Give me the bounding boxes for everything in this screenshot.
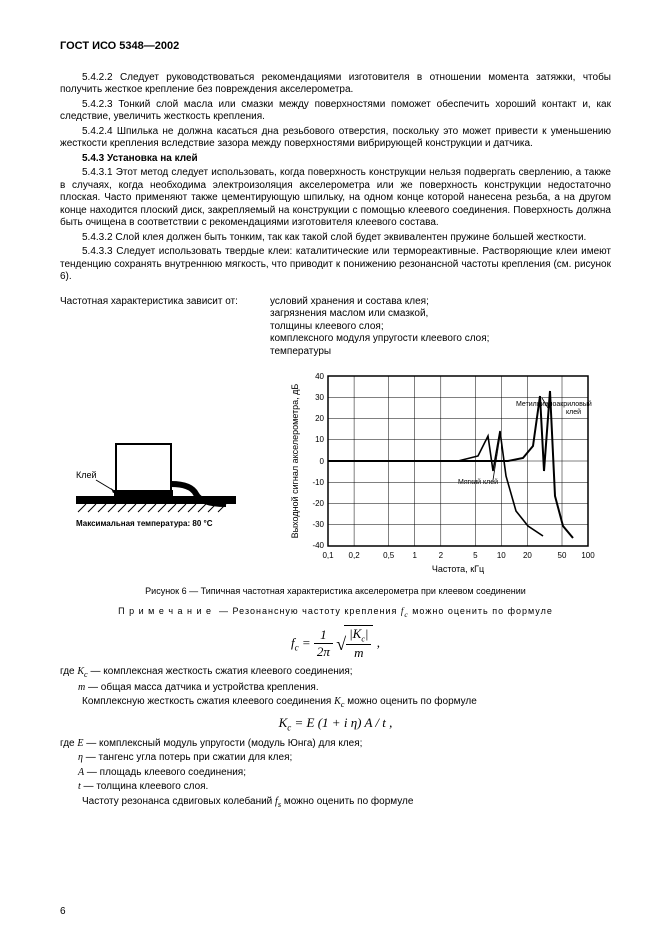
svg-text:0: 0 bbox=[319, 457, 324, 466]
svg-text:10: 10 bbox=[496, 551, 505, 560]
svg-text:клей: клей bbox=[566, 408, 581, 416]
para-5431: 5.4.3.1 Этот метод следует использовать,… bbox=[60, 167, 611, 230]
page-number: 6 bbox=[60, 906, 66, 919]
svg-text:10: 10 bbox=[315, 435, 324, 444]
where-E: где E — комплексный модуль упругости (мо… bbox=[60, 738, 611, 751]
where-t: t — толщина клеевого слоя. bbox=[78, 781, 611, 794]
figure-caption: Рисунок 6 — Типичная частотная характери… bbox=[60, 586, 611, 597]
svg-text:-10: -10 bbox=[312, 478, 324, 487]
dep-item: условий хранения и состава клея; bbox=[270, 296, 510, 309]
where-m: m — общая масса датчика и устройства кре… bbox=[78, 682, 611, 695]
dep-item: толщины клеевого слоя; bbox=[270, 321, 510, 334]
svg-text:-30: -30 bbox=[312, 520, 324, 529]
svg-text:0,1: 0,1 bbox=[322, 551, 334, 560]
svg-text:-20: -20 bbox=[312, 499, 324, 508]
label-soft-glue: Мягкий клей bbox=[458, 478, 498, 486]
page: ГОСТ ИСО 5348—2002 5.4.2.2 Следует руков… bbox=[0, 0, 661, 936]
chart-xlabel: Частота, кГц bbox=[431, 564, 483, 574]
heading-543: 5.4.3 Установка на клей bbox=[60, 153, 611, 166]
svg-text:100: 100 bbox=[581, 551, 595, 560]
formula-Kc: Kc = E (1 + i η) A / t , bbox=[60, 715, 611, 734]
note-line: П р и м е ч а н и е — Резонансную частот… bbox=[60, 606, 611, 619]
svg-text:1: 1 bbox=[412, 551, 417, 560]
dependency-row: Частотная характеристика зависит от: усл… bbox=[60, 296, 611, 359]
para-5422: 5.4.2.2 Следует руководствоваться рекоме… bbox=[60, 72, 611, 97]
where-eta: η — тангенс угла потерь при сжатии для к… bbox=[78, 752, 611, 765]
figure-6: Клей Максимальная температура: 80 °С bbox=[66, 366, 606, 576]
doc-header: ГОСТ ИСО 5348—2002 bbox=[60, 40, 611, 54]
para-5424: 5.4.2.4 Шпилька не должна касаться дна р… bbox=[60, 126, 611, 151]
where-Kc: где Kс — комплексная жесткость сжатия кл… bbox=[60, 666, 611, 680]
label-glue: Клей bbox=[76, 470, 97, 480]
svg-text:0,5: 0,5 bbox=[383, 551, 395, 560]
label-hard-glue: Метилцианоакриловый bbox=[516, 400, 592, 408]
dep-item: комплексного модуля упругости клеевого с… bbox=[270, 333, 510, 346]
para-5423: 5.4.2.3 Тонкий слой масла или смазки меж… bbox=[60, 99, 611, 124]
para-Kc: Комплексную жесткость сжатия клеевого со… bbox=[60, 696, 611, 710]
para-5432: 5.4.3.2 Слой клея должен быть тонким, та… bbox=[60, 232, 611, 245]
dep-item: загрязнения маслом или смазкой, bbox=[270, 308, 510, 321]
svg-text:2: 2 bbox=[438, 551, 443, 560]
svg-text:0,2: 0,2 bbox=[348, 551, 360, 560]
svg-text:40: 40 bbox=[315, 372, 324, 381]
svg-text:20: 20 bbox=[522, 551, 531, 560]
mounting-diagram: Клей Максимальная температура: 80 °С bbox=[66, 426, 246, 546]
svg-text:50: 50 bbox=[557, 551, 566, 560]
freq-response-chart: 40 30 20 10 0 -10 -20 -30 -40 0,1 0,2 0,… bbox=[286, 366, 606, 576]
svg-text:30: 30 bbox=[315, 393, 324, 402]
svg-text:5: 5 bbox=[473, 551, 478, 560]
heading-543-text: 5.4.3 Установка на клей bbox=[82, 153, 198, 164]
para-fs: Частоту резонанса сдвиговых колебаний fs… bbox=[60, 796, 611, 810]
svg-text:20: 20 bbox=[315, 414, 324, 423]
formula-fc: fc = 12π √|Kc|m , bbox=[60, 625, 611, 662]
label-maxtemp: Максимальная температура: 80 °С bbox=[76, 519, 213, 528]
dep-left: Частотная характеристика зависит от: bbox=[60, 296, 270, 359]
svg-text:-40: -40 bbox=[312, 541, 324, 550]
dep-item: температуры bbox=[270, 346, 510, 359]
dep-right: условий хранения и состава клея; загрязн… bbox=[270, 296, 510, 359]
para-5433: 5.4.3.3 Следует использовать твердые кле… bbox=[60, 246, 611, 284]
where-A: A — площадь клеевого соединения; bbox=[78, 767, 611, 780]
chart-ylabel: Выходной сигнал акселерометра, дБ bbox=[290, 384, 300, 539]
